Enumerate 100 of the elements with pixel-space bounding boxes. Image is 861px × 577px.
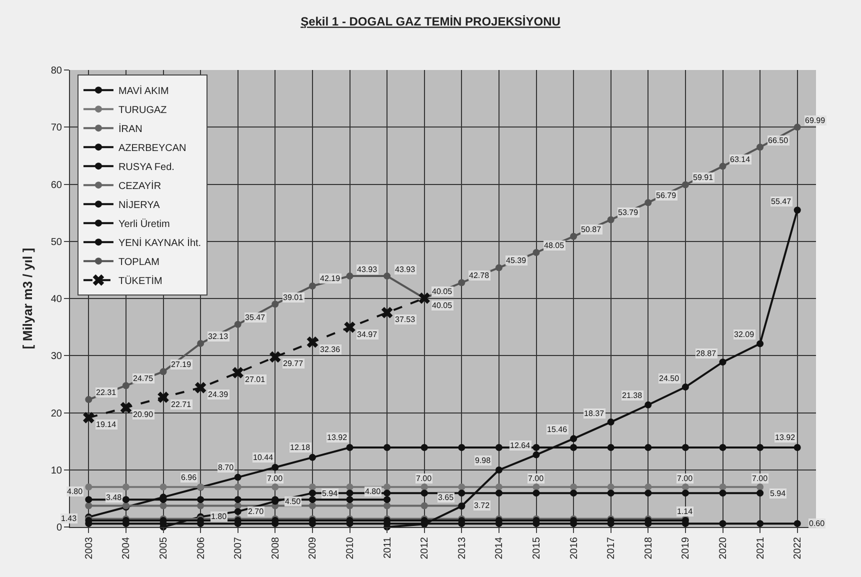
data-label: 7.00 [267,474,284,483]
point [756,520,764,528]
point [384,272,391,280]
point [234,474,242,481]
point [197,496,204,504]
point [607,490,614,497]
x-tick-label: 2006 [196,536,207,560]
point [532,490,540,497]
point [384,444,391,451]
point [85,496,92,504]
point [644,199,652,206]
point [570,484,578,491]
point [381,306,393,318]
point [495,264,502,272]
point [532,249,540,256]
data-label: 4.80 [365,487,382,496]
data-label: 5.94 [322,489,338,498]
x-tick-label: 2011 [382,536,394,559]
point [346,490,354,497]
point [495,444,502,451]
data-label: 7.00 [677,474,694,483]
point [160,484,167,491]
data-label: 8.70 [218,463,234,472]
data-label: 43.93 [357,265,378,274]
data-label: 24.50 [659,374,680,383]
data-label: 7.00 [528,474,544,483]
point [458,444,466,451]
data-label: 18.37 [584,409,605,418]
point [794,444,801,451]
point [607,444,614,451]
point [719,162,726,170]
point [82,412,94,424]
point [607,216,614,224]
data-label: 32.09 [734,330,755,339]
data-label: 10.44 [253,453,274,462]
y-tick-label: 50 [50,236,62,248]
point [532,451,540,458]
point [384,502,391,510]
data-label: 4.50 [285,497,302,506]
point [308,490,316,497]
point [197,502,204,510]
data-label: 4.80 [67,487,84,496]
y-tick-label: 20 [50,408,62,420]
legend-label: TOPLAM [118,256,160,268]
legend-label: NİJERYA [118,198,160,211]
data-label: 43.93 [395,265,416,274]
x-tick-label: 2015 [532,536,542,560]
data-label: 27.19 [171,360,192,369]
point [495,490,502,497]
point [122,382,130,390]
x-tick-label: 2009 [308,536,319,560]
point [85,484,92,491]
point [458,279,466,286]
data-label: 7.00 [752,474,768,483]
data-label: 45.39 [506,256,527,265]
point [644,444,652,451]
x-tick-label: 2007 [233,536,244,560]
point [794,124,801,131]
x-tick-label: 2014 [494,536,506,560]
point [308,496,316,504]
x-tick-label: 2018 [643,536,654,560]
point [570,232,578,240]
data-label: 1.80 [211,512,228,521]
data-label: 35.47 [245,313,266,322]
data-label: 32.13 [208,332,229,341]
point [458,484,466,491]
x-tick-label: 2017 [606,536,618,560]
point [418,292,430,304]
point [719,520,726,528]
data-label: 50.87 [581,225,602,234]
point [306,336,318,348]
data-label: 63.14 [730,155,751,164]
x-tick-label: 2019 [680,536,692,560]
legend-label: TURUGAZ [118,104,167,116]
legend-label: AZERBEYCAN [118,142,186,154]
legend-label: İRAN [118,122,142,135]
data-label: 34.97 [357,330,378,339]
point [756,340,764,348]
point [344,322,356,333]
point [420,444,428,451]
point [570,435,578,442]
data-label: 7.00 [416,474,432,483]
data-label: 3.65 [438,493,454,502]
point [272,300,279,308]
point [644,401,652,408]
y-tick-label: 30 [50,351,62,362]
data-label: 13.92 [775,433,796,442]
point [384,496,391,504]
data-label: 21.38 [622,391,643,400]
point [682,490,689,497]
legend-label: CEZAYİR [118,180,162,192]
chart-title: Şekil 1 - DOGAL GAZ TEMİN PROJEKSİYONU [300,14,560,29]
point [346,484,354,491]
x-tick-label: 2004 [121,536,132,560]
point [158,392,169,403]
data-label: 3.48 [106,493,122,502]
point [346,444,354,451]
point [682,484,689,491]
x-tick-label: 2021 [755,536,766,560]
point [234,496,242,504]
